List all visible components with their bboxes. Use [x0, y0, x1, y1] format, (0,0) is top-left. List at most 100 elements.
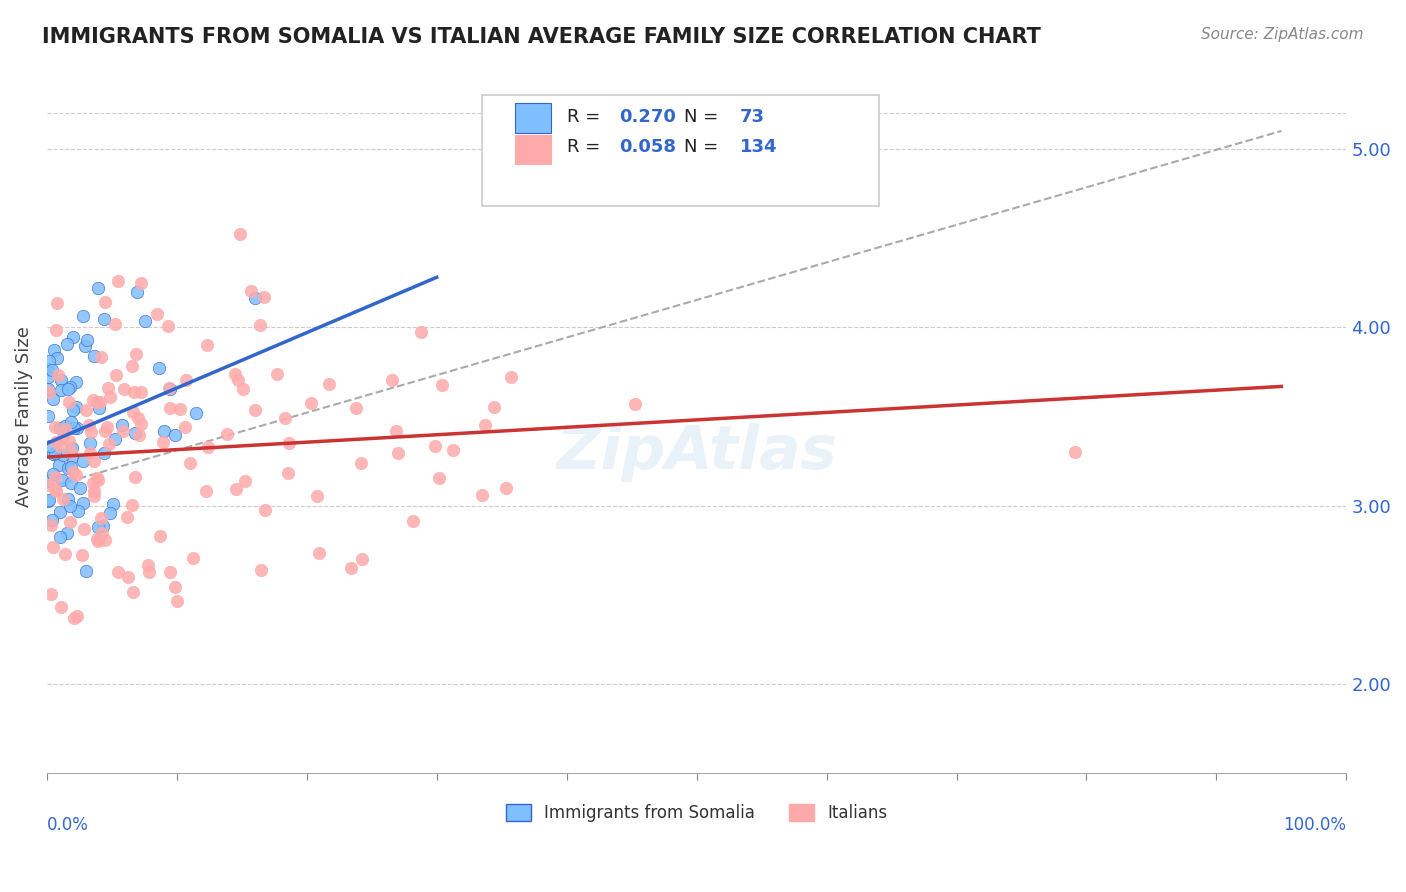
Point: [277, 466, 299, 480]
Point: [1064, 445, 1087, 459]
Point: [58, 394, 80, 409]
Point: [274, 410, 297, 425]
Point: [75, 403, 97, 417]
Point: [441, 443, 464, 458]
Point: [69, 481, 91, 495]
Point: [195, 338, 218, 352]
Point: [339, 561, 361, 575]
Point: [55, 547, 77, 561]
Point: [94, 295, 117, 310]
Point: [87, 473, 110, 487]
Point: [86, 532, 108, 546]
Point: [165, 580, 187, 594]
Point: [62, 403, 84, 417]
Point: [157, 319, 180, 334]
Point: [134, 314, 156, 328]
Point: [159, 401, 181, 415]
FancyBboxPatch shape: [482, 95, 879, 206]
Point: [624, 397, 647, 411]
Point: [93, 425, 115, 439]
Point: [243, 291, 266, 305]
Point: [381, 373, 404, 387]
Point: [174, 373, 197, 387]
Text: ZipAtlas: ZipAtlas: [557, 423, 837, 482]
Point: [41, 363, 63, 377]
Point: [111, 425, 134, 439]
Point: [83, 483, 105, 498]
Point: [37, 362, 59, 376]
Point: [299, 396, 322, 410]
Point: [83, 350, 105, 364]
Point: [60, 476, 83, 491]
Point: [225, 482, 247, 496]
Point: [305, 489, 328, 503]
Point: [37, 382, 59, 396]
Point: [46, 296, 69, 310]
Point: [62, 465, 84, 479]
Point: [45, 435, 67, 450]
Point: [425, 439, 447, 453]
Point: [80, 425, 103, 439]
Point: [107, 274, 129, 288]
Point: [37, 493, 59, 508]
Point: [254, 502, 277, 516]
Point: [233, 474, 256, 488]
Point: [266, 368, 288, 382]
Point: [90, 511, 112, 525]
Point: [157, 381, 180, 395]
Point: [163, 428, 186, 442]
Point: [136, 558, 159, 573]
Point: [93, 311, 115, 326]
Point: [174, 420, 197, 434]
Point: [229, 227, 252, 241]
Point: [49, 599, 72, 614]
Point: [125, 285, 148, 299]
Point: [107, 566, 129, 580]
Point: [67, 504, 90, 518]
Point: [58, 434, 80, 448]
Text: 0.0%: 0.0%: [46, 816, 89, 834]
Point: [83, 454, 105, 468]
Point: [44, 445, 66, 459]
Point: [129, 417, 152, 431]
Point: [166, 594, 188, 608]
Point: [49, 439, 72, 453]
Legend: Immigrants from Somalia, Italians: Immigrants from Somalia, Italians: [499, 797, 894, 829]
Point: [37, 475, 59, 489]
Point: [159, 566, 181, 580]
Point: [153, 425, 176, 439]
Point: [51, 473, 73, 487]
Point: [56, 491, 79, 506]
Text: 0.270: 0.270: [619, 108, 675, 126]
Point: [41, 513, 63, 527]
Point: [104, 318, 127, 332]
Point: [75, 339, 97, 353]
Point: [60, 445, 83, 459]
Point: [402, 514, 425, 528]
Text: R =: R =: [567, 108, 606, 126]
Point: [45, 484, 67, 499]
Point: [101, 497, 124, 511]
Point: [90, 526, 112, 541]
Point: [250, 563, 273, 577]
Point: [97, 381, 120, 395]
Point: [484, 400, 506, 414]
Point: [129, 276, 152, 290]
Point: [41, 467, 63, 482]
Point: [179, 456, 201, 470]
Point: [385, 424, 408, 438]
Text: 0.058: 0.058: [619, 138, 676, 156]
Point: [122, 384, 145, 399]
Point: [90, 350, 112, 364]
Point: [89, 401, 111, 415]
Point: [98, 390, 121, 404]
Point: [184, 405, 207, 419]
Point: [232, 382, 254, 396]
Point: [44, 420, 66, 434]
Point: [59, 499, 82, 513]
Y-axis label: Average Family Size: Average Family Size: [15, 326, 32, 507]
Point: [495, 481, 517, 495]
Point: [48, 458, 70, 472]
Point: [215, 426, 238, 441]
Point: [83, 489, 105, 503]
